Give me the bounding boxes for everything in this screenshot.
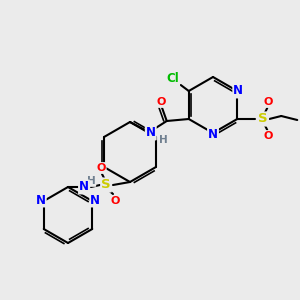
Text: N: N xyxy=(146,127,156,140)
Text: O: O xyxy=(264,97,273,107)
Text: O: O xyxy=(264,131,273,141)
Text: N: N xyxy=(208,128,218,140)
Text: H: H xyxy=(87,176,95,186)
Text: N: N xyxy=(90,194,100,206)
Text: S: S xyxy=(258,112,268,125)
Text: O: O xyxy=(110,196,120,206)
Text: N: N xyxy=(79,181,89,194)
Text: N: N xyxy=(233,85,243,98)
Text: O: O xyxy=(96,163,106,173)
Text: H: H xyxy=(159,135,168,145)
Text: Cl: Cl xyxy=(167,73,179,85)
Text: N: N xyxy=(36,194,46,206)
Text: O: O xyxy=(156,97,165,107)
Text: S: S xyxy=(101,178,111,191)
